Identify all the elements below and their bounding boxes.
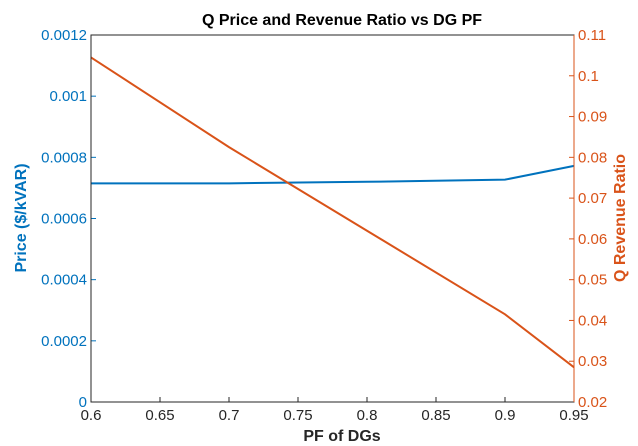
- right-tick-label-8: 0.1: [578, 68, 599, 85]
- x-tick-label-6: 0.9: [495, 407, 516, 424]
- series-line-right: [90, 56, 575, 369]
- x-tick-label-4: 0.8: [357, 407, 378, 424]
- right-axis-ticks: 0.02 0.03 0.04 0.05 0.06 0.07 0.08 0.09 0.1 0.11: [569, 27, 607, 411]
- x-tick-label-1: 0.65: [145, 407, 174, 424]
- left-tick-label-3: 0.0006: [41, 211, 87, 228]
- chart-title: Q Price and Revenue Ratio vs DG PF: [202, 12, 482, 29]
- plot-area-border: [90, 34, 575, 403]
- x-tick-label-3: 0.75: [283, 407, 312, 424]
- series-lines: [90, 56, 575, 369]
- left-axis-ticks: 0 0.0002 0.0004 0.0006 0.0008 0.001 0.0012: [41, 27, 96, 411]
- left-axis-title: Price ($/kVAR): [13, 163, 30, 272]
- right-tick-label-1: 0.03: [578, 353, 607, 370]
- right-tick-label-6: 0.08: [578, 149, 607, 166]
- x-tick-label-2: 0.7: [219, 407, 240, 424]
- series-line-left: [91, 164, 575, 185]
- left-tick-label-2: 0.0004: [41, 272, 87, 289]
- left-tick-label-1: 0.0002: [41, 333, 87, 350]
- right-axis-title: Q Revenue Ratio: [612, 154, 629, 282]
- x-axis-ticks: 0.6 0.65 0.7 0.75 0.8 0.85 0.9 0.95: [81, 397, 589, 424]
- right-tick-label-4: 0.06: [578, 231, 607, 248]
- left-tick-label-0: 0: [79, 394, 87, 411]
- x-tick-label-7: 0.95: [559, 407, 588, 424]
- left-tick-label-4: 0.0008: [41, 149, 87, 166]
- right-tick-label-7: 0.09: [578, 109, 607, 126]
- x-axis-title: PF of DGs: [303, 428, 380, 445]
- left-tick-label-5: 0.001: [49, 88, 87, 105]
- right-tick-label-0: 0.02: [578, 394, 607, 411]
- right-tick-label-3: 0.05: [578, 272, 607, 289]
- x-tick-label-0: 0.6: [81, 407, 102, 424]
- x-tick-label-5: 0.85: [421, 407, 450, 424]
- right-tick-label-9: 0.11: [578, 27, 606, 44]
- right-tick-label-2: 0.04: [578, 312, 607, 329]
- left-tick-label-6: 0.0012: [41, 27, 87, 44]
- right-tick-label-5: 0.07: [578, 190, 607, 207]
